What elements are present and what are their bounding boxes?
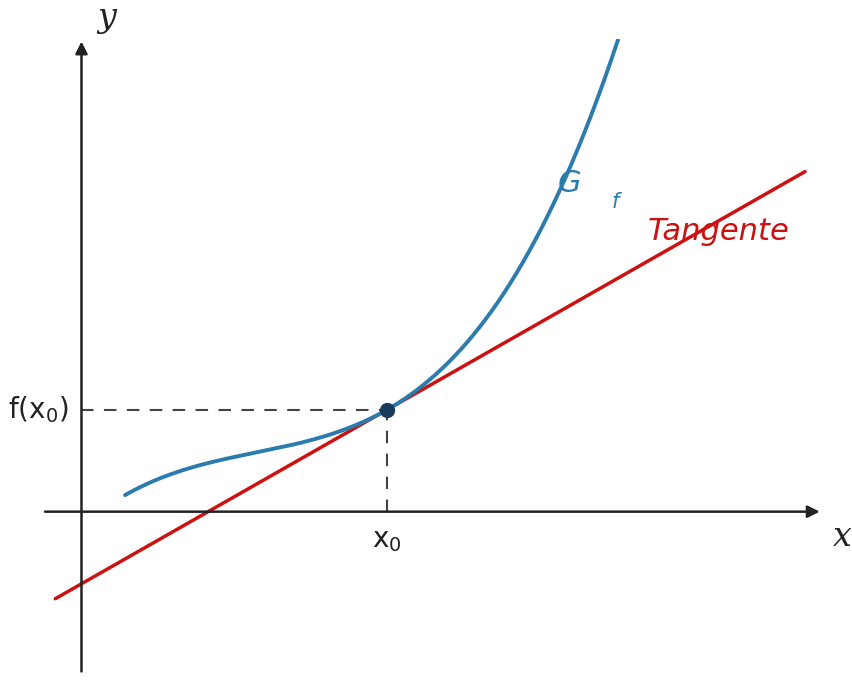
Text: $\mathregular{f}$: $\mathregular{f}$ (610, 192, 622, 212)
Text: $\mathregular{f(x_0)}$: $\mathregular{f(x_0)}$ (8, 394, 68, 426)
Text: $\mathregular{x_0}$: $\mathregular{x_0}$ (371, 526, 401, 554)
Text: y: y (97, 2, 116, 34)
Text: $\mathregular{G}$: $\mathregular{G}$ (556, 169, 580, 198)
Text: Tangente: Tangente (648, 217, 789, 246)
Text: x: x (832, 520, 851, 553)
